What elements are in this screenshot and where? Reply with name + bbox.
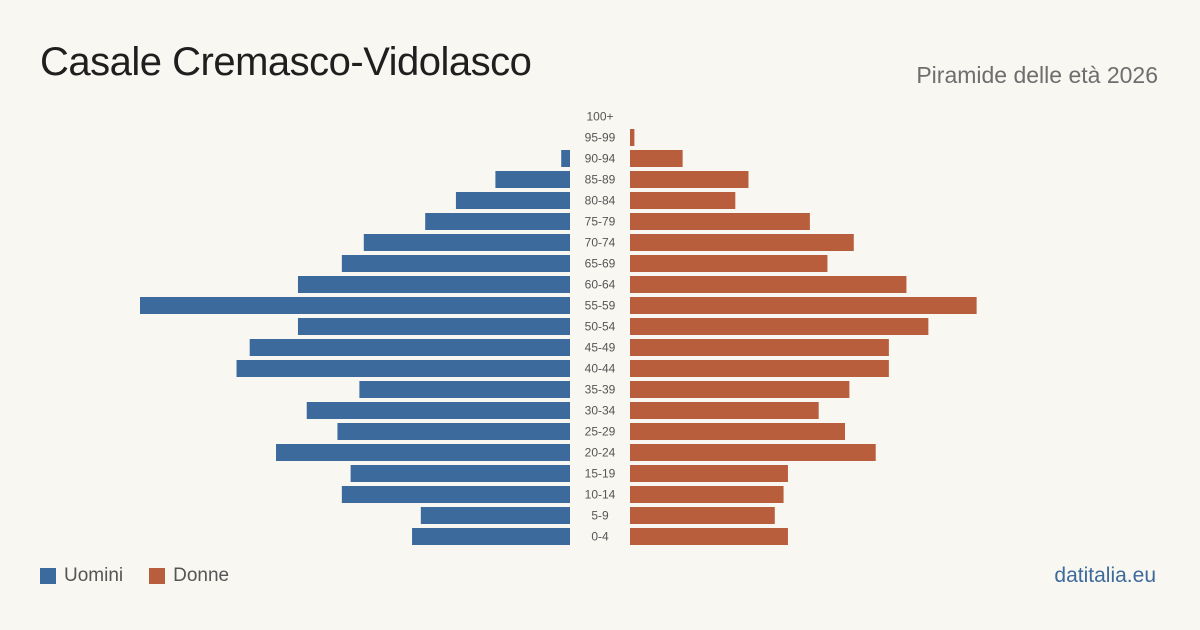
bar-men-45-49 — [249, 339, 570, 356]
age-label-65-69: 65-69 — [585, 257, 616, 271]
bar-women-30-34 — [630, 402, 819, 419]
bar-men-65-69 — [341, 255, 570, 272]
bar-women-65-69 — [630, 255, 828, 272]
bar-men-55-59 — [140, 297, 570, 314]
bar-men-10-14 — [341, 486, 570, 503]
legend-swatch-women — [149, 568, 166, 584]
bar-men-20-24 — [276, 444, 570, 461]
bar-women-5-9 — [630, 507, 775, 524]
bar-men-40-44 — [236, 360, 570, 377]
bar-women-75-79 — [630, 213, 810, 230]
bar-men-80-84 — [455, 192, 570, 209]
age-label-80-84: 80-84 — [585, 194, 616, 208]
bar-men-85-89 — [495, 171, 570, 188]
legend-swatch-men — [40, 568, 56, 584]
bar-women-85-89 — [630, 171, 749, 188]
bar-women-20-24 — [630, 444, 876, 461]
age-label-95-99: 95-99 — [585, 131, 616, 145]
bar-men-25-29 — [337, 423, 570, 440]
age-label-70-74: 70-74 — [585, 236, 616, 250]
legend-label-men: Uomini — [64, 565, 124, 586]
bar-women-0-4 — [630, 528, 788, 545]
bar-men-60-64 — [297, 276, 570, 293]
age-label-55-59: 55-59 — [585, 299, 616, 313]
legend: Uomini Donne — [40, 565, 255, 587]
source-link[interactable]: datitalia.eu — [1054, 564, 1156, 587]
bar-women-55-59 — [630, 297, 977, 314]
age-label-60-64: 60-64 — [585, 278, 616, 292]
bar-men-70-74 — [363, 234, 570, 251]
bar-women-25-29 — [630, 423, 845, 440]
age-label-90-94: 90-94 — [585, 152, 616, 166]
age-label-40-44: 40-44 — [585, 362, 616, 376]
bar-men-75-79 — [425, 213, 570, 230]
bar-men-15-19 — [350, 465, 570, 482]
age-label-50-54: 50-54 — [585, 320, 616, 334]
age-label-20-24: 20-24 — [585, 446, 616, 460]
bar-men-35-39 — [359, 381, 570, 398]
age-label-10-14: 10-14 — [585, 488, 616, 502]
age-label-15-19: 15-19 — [585, 467, 616, 481]
age-label-5-9: 5-9 — [591, 509, 609, 523]
bar-women-95-99 — [630, 129, 635, 146]
legend-item-men: Uomini — [40, 565, 123, 587]
bar-women-45-49 — [630, 339, 889, 356]
bar-men-50-54 — [297, 318, 570, 335]
bar-women-60-64 — [630, 276, 907, 293]
bar-women-80-84 — [630, 192, 736, 209]
bar-men-90-94 — [561, 150, 570, 167]
legend-item-women: Donne — [149, 565, 229, 587]
bar-women-70-74 — [630, 234, 854, 251]
bar-women-50-54 — [630, 318, 929, 335]
bar-men-5-9 — [420, 507, 570, 524]
age-label-45-49: 45-49 — [585, 341, 616, 355]
chart-subtitle: Piramide delle età 2026 — [916, 62, 1158, 88]
age-label-25-29: 25-29 — [585, 425, 616, 439]
bar-women-15-19 — [630, 465, 788, 482]
age-label-75-79: 75-79 — [585, 215, 616, 229]
bar-men-30-34 — [306, 402, 570, 419]
bar-women-40-44 — [630, 360, 889, 377]
age-label-85-89: 85-89 — [585, 173, 616, 187]
legend-label-women: Donne — [173, 565, 230, 586]
bar-men-0-4 — [412, 528, 570, 545]
bar-women-90-94 — [630, 150, 683, 167]
bar-women-35-39 — [630, 381, 850, 398]
bar-women-10-14 — [630, 486, 784, 503]
age-label-100plus: 100+ — [586, 110, 613, 124]
age-label-0-4: 0-4 — [591, 530, 609, 544]
age-label-35-39: 35-39 — [585, 383, 616, 397]
age-label-30-34: 30-34 — [585, 404, 616, 418]
chart-title: Casale Cremasco-Vidolasco — [40, 40, 532, 84]
